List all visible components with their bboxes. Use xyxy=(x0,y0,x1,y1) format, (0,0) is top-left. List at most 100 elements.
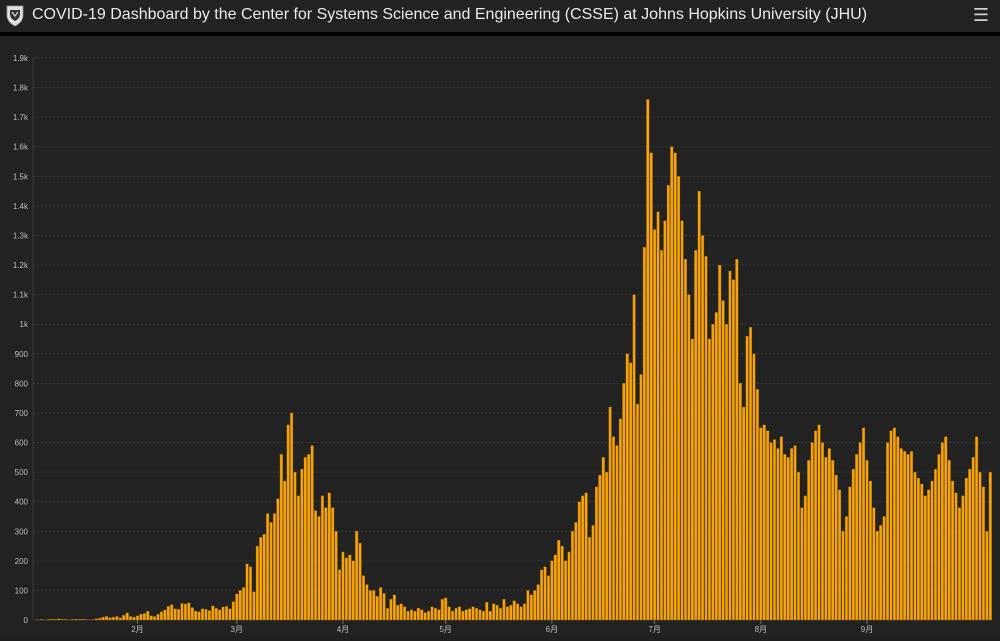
bar[interactable] xyxy=(496,605,499,620)
bar[interactable] xyxy=(742,407,745,620)
bar[interactable] xyxy=(982,487,985,620)
bar[interactable] xyxy=(616,445,619,620)
bar[interactable] xyxy=(297,496,300,620)
bar[interactable] xyxy=(304,457,307,620)
bar[interactable] xyxy=(509,605,512,620)
bar[interactable] xyxy=(931,481,934,620)
bar[interactable] xyxy=(633,295,636,620)
bar[interactable] xyxy=(520,607,523,620)
bar[interactable] xyxy=(712,324,715,620)
bar[interactable] xyxy=(194,611,197,620)
bar[interactable] xyxy=(376,596,379,620)
bar[interactable] xyxy=(855,454,858,620)
bar[interactable] xyxy=(842,531,845,620)
bar[interactable] xyxy=(205,609,208,620)
bar[interactable] xyxy=(506,607,509,620)
bar[interactable] xyxy=(845,516,848,620)
bar[interactable] xyxy=(886,443,889,620)
bar[interactable] xyxy=(420,610,423,620)
bar[interactable] xyxy=(609,407,612,620)
bar[interactable] xyxy=(335,531,338,620)
bar[interactable] xyxy=(153,616,156,620)
bar[interactable] xyxy=(417,608,420,620)
bar[interactable] xyxy=(116,616,119,620)
bar[interactable] xyxy=(773,440,776,620)
bar[interactable] xyxy=(787,457,790,620)
bar[interactable] xyxy=(294,472,297,620)
bar[interactable] xyxy=(900,448,903,620)
bar[interactable] xyxy=(777,448,780,620)
bar[interactable] xyxy=(718,265,721,620)
bar[interactable] xyxy=(890,431,893,620)
bar[interactable] xyxy=(972,457,975,620)
bar[interactable] xyxy=(852,469,855,620)
bar[interactable] xyxy=(965,478,968,620)
bar[interactable] xyxy=(581,496,584,620)
bar[interactable] xyxy=(170,605,173,620)
bar[interactable] xyxy=(181,603,184,620)
bar[interactable] xyxy=(701,235,704,620)
bar[interactable] xyxy=(438,610,441,620)
bar[interactable] xyxy=(287,425,290,620)
bar[interactable] xyxy=(40,619,43,620)
bar[interactable] xyxy=(338,570,341,620)
bar[interactable] xyxy=(588,537,591,620)
bar[interactable] xyxy=(479,610,482,620)
bar[interactable] xyxy=(753,354,756,620)
bar[interactable] xyxy=(472,607,475,620)
bar[interactable] xyxy=(307,454,310,620)
bar[interactable] xyxy=(283,481,286,620)
bar[interactable] xyxy=(503,599,506,620)
bar[interactable] xyxy=(232,602,235,620)
bar[interactable] xyxy=(917,478,920,620)
bar[interactable] xyxy=(407,611,410,620)
bar[interactable] xyxy=(759,428,762,620)
bar[interactable] xyxy=(938,454,941,620)
bar[interactable] xyxy=(684,259,687,620)
bar[interactable] xyxy=(725,324,728,620)
bar[interactable] xyxy=(557,540,560,620)
bar[interactable] xyxy=(403,607,406,620)
bar[interactable] xyxy=(448,607,451,620)
bar[interactable] xyxy=(670,147,673,620)
bar[interactable] xyxy=(821,443,824,620)
bar[interactable] xyxy=(986,531,989,620)
bar[interactable] xyxy=(962,496,965,620)
bar[interactable] xyxy=(571,531,574,620)
bar[interactable] xyxy=(270,522,273,620)
bar[interactable] xyxy=(722,301,725,620)
bar[interactable] xyxy=(112,617,115,620)
bar[interactable] xyxy=(215,608,218,620)
bar[interactable] xyxy=(831,460,834,620)
bar[interactable] xyxy=(451,611,454,620)
bar[interactable] xyxy=(924,496,927,620)
bar[interactable] xyxy=(74,619,77,620)
bar[interactable] xyxy=(602,457,605,620)
bar[interactable] xyxy=(910,451,913,620)
bar[interactable] xyxy=(468,609,471,620)
bar[interactable] xyxy=(705,256,708,620)
bar[interactable] xyxy=(324,508,327,620)
bar[interactable] xyxy=(71,619,74,620)
bar[interactable] xyxy=(362,576,365,620)
bar[interactable] xyxy=(177,609,180,620)
bar[interactable] xyxy=(626,354,629,620)
bar[interactable] xyxy=(482,611,485,620)
bar[interactable] xyxy=(235,594,238,620)
bar[interactable] xyxy=(102,617,105,620)
bar[interactable] xyxy=(523,604,526,620)
bar[interactable] xyxy=(61,619,64,620)
bar[interactable] xyxy=(246,564,249,620)
bar[interactable] xyxy=(879,525,882,620)
bar[interactable] xyxy=(427,611,430,620)
bar[interactable] xyxy=(383,593,386,620)
bar[interactable] xyxy=(814,431,817,620)
bar[interactable] xyxy=(708,339,711,620)
bar[interactable] xyxy=(160,612,163,620)
bar[interactable] xyxy=(208,611,211,620)
bar[interactable] xyxy=(489,611,492,620)
bar[interactable] xyxy=(554,555,557,620)
bar[interactable] xyxy=(540,570,543,620)
bar[interactable] xyxy=(636,404,639,620)
bar[interactable] xyxy=(657,212,660,620)
